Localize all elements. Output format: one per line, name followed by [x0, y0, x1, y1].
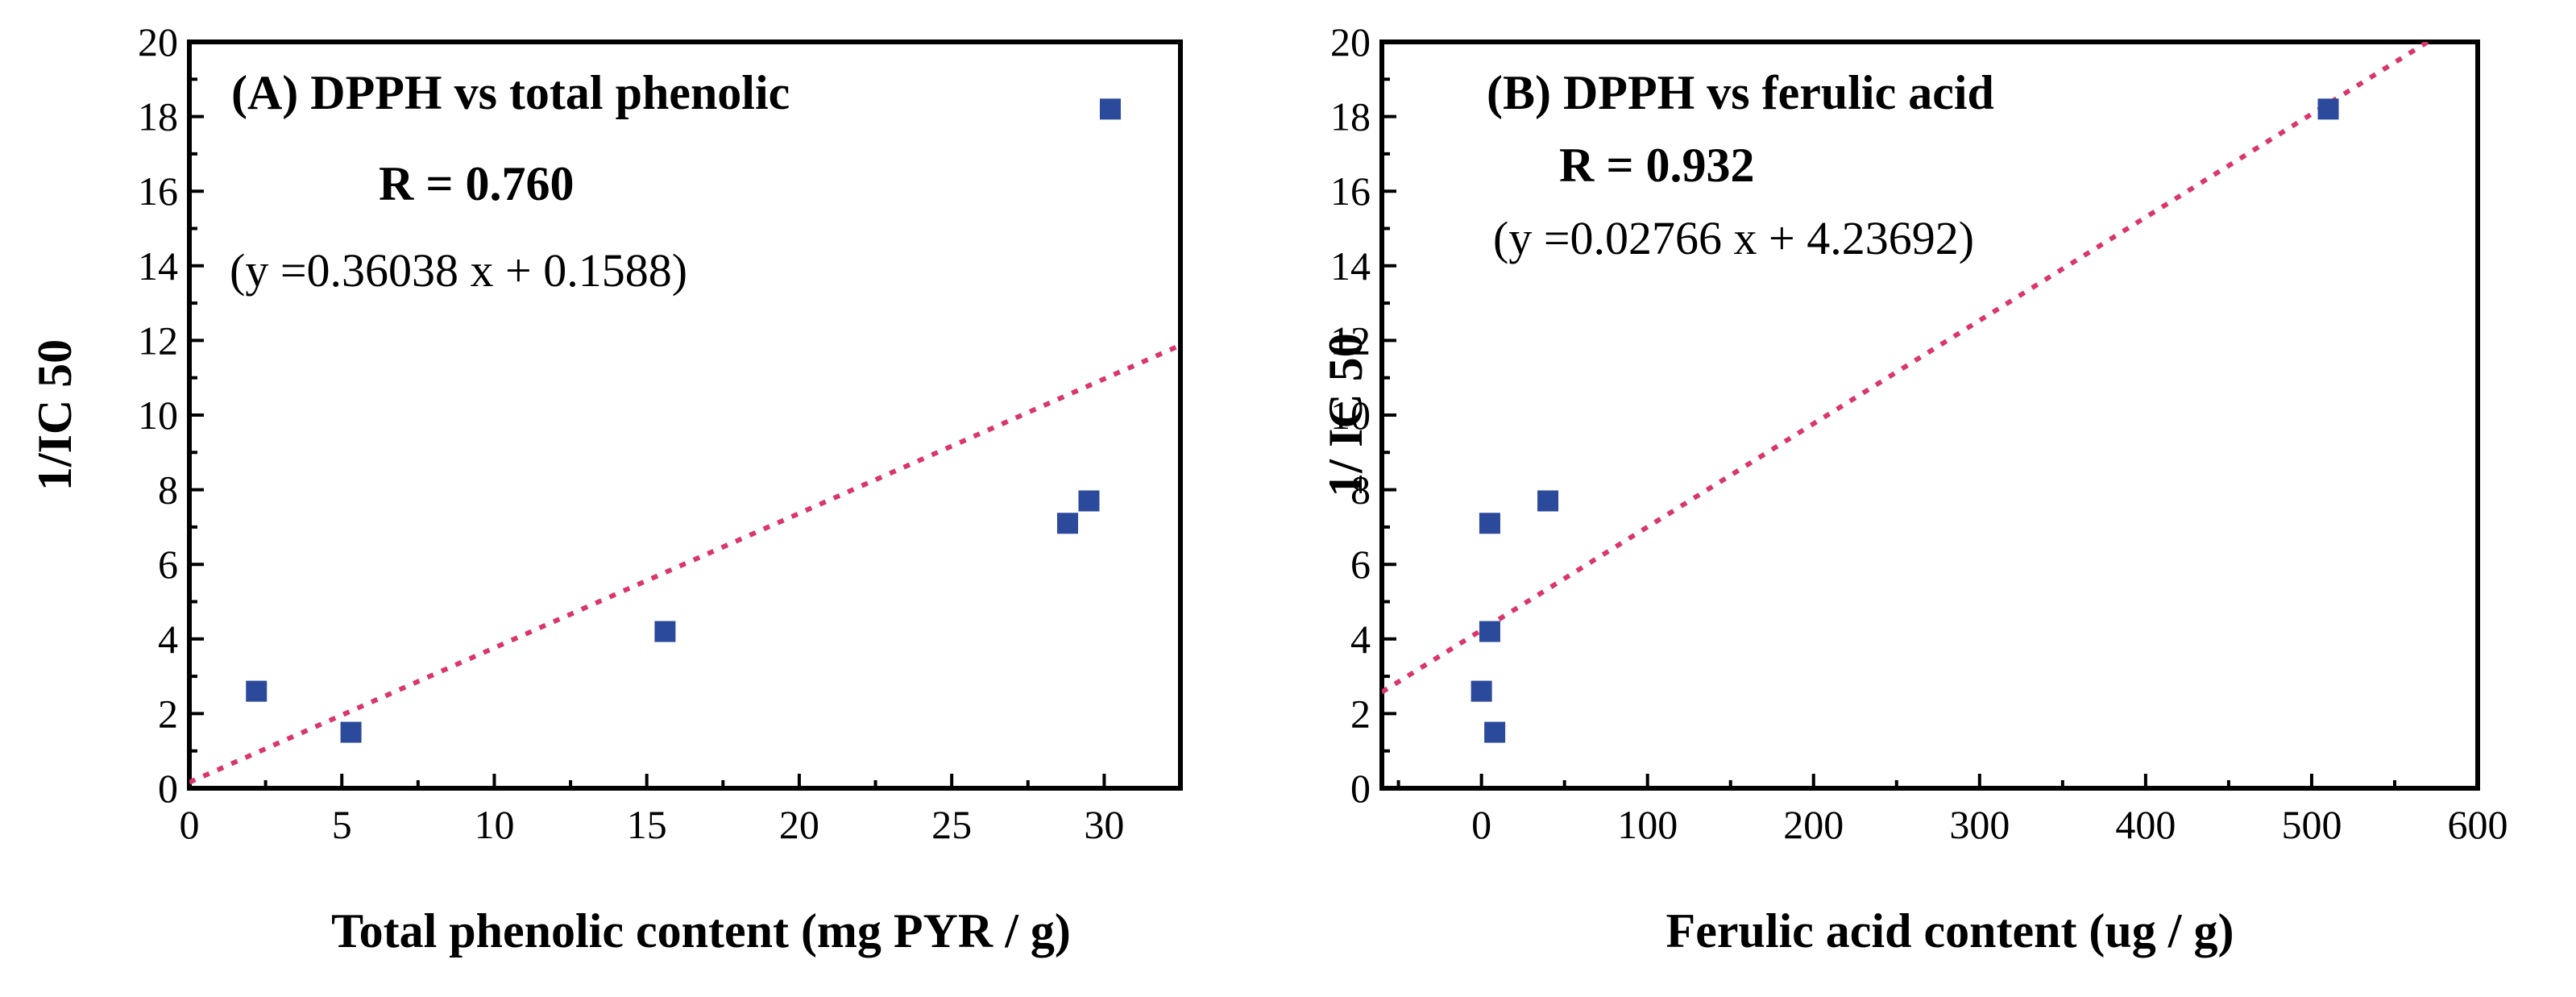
y-tick-label: 0 — [1350, 766, 1371, 811]
x-tick-label: 600 — [2448, 802, 2508, 847]
data-point — [1537, 490, 1559, 512]
data-point — [1078, 490, 1100, 512]
y-tick-label: 16 — [1330, 168, 1371, 214]
x-tick-label: 400 — [2115, 802, 2176, 847]
y-tick-label: 18 — [138, 94, 178, 139]
x-tick-label: 10 — [474, 802, 514, 847]
chart-panel-a: 0 2 4 6 8 10 12 14 16 18 20 0 5 10 15 20 25 30 (A) DPPH vs… — [28, 19, 1183, 958]
y-tick-label: 16 — [138, 168, 178, 214]
y-axis-label: 1/IC 50 — [28, 339, 81, 491]
y-tick-label: 12 — [1330, 318, 1371, 363]
y-tick-label: 20 — [138, 19, 178, 64]
x-tick-label: 200 — [1783, 802, 1844, 847]
x-tick-label: 25 — [931, 802, 972, 847]
data-point — [340, 721, 362, 743]
y-tick-label: 12 — [138, 318, 178, 363]
y-tick-label: 0 — [158, 766, 178, 811]
y-tick-label: 10 — [1330, 393, 1371, 438]
x-tick-label: 15 — [627, 802, 667, 847]
x-tick-label: 20 — [779, 802, 819, 847]
x-tick-label: 5 — [332, 802, 352, 847]
plot-frame — [1379, 39, 2480, 791]
x-tick-label: 100 — [1617, 802, 1678, 847]
data-point — [1479, 621, 1500, 642]
y-tick-label: 2 — [158, 691, 178, 736]
chart-title: (B) DPPH vs ferulic acid — [1487, 66, 1994, 119]
y-tick-label: 8 — [158, 467, 178, 513]
y-tick-label: 4 — [1350, 617, 1371, 662]
data-point — [1471, 680, 1492, 702]
y-tick-label: 4 — [158, 617, 178, 662]
data-point — [654, 621, 676, 642]
correlation-r-label: R = 0.760 — [379, 157, 575, 210]
y-tick-label: 6 — [1350, 542, 1371, 587]
fit-line — [189, 343, 1180, 785]
fit-line — [1382, 42, 2433, 695]
regression-equation: (y =0.02766 x + 4.23692) — [1493, 212, 1974, 264]
x-tick-label: 300 — [1949, 802, 2010, 847]
x-tick-label: 500 — [2281, 802, 2342, 847]
x-axis-label: Total phenolic content (mg PYR / g) — [331, 904, 1071, 958]
correlation-r-label: R = 0.932 — [1559, 139, 1755, 192]
y-tick-label: 18 — [1330, 94, 1371, 139]
regression-equation: (y =0.36038 x + 0.1588) — [230, 244, 687, 297]
y-tick-label: 20 — [1330, 19, 1371, 64]
data-point — [246, 680, 268, 702]
data-point — [1056, 513, 1078, 534]
plot-frame — [187, 39, 1183, 791]
data-point — [2317, 98, 2339, 120]
y-tick-label: 14 — [138, 243, 178, 289]
x-tick-label: 0 — [180, 802, 200, 847]
x-tick-label: 30 — [1084, 802, 1124, 847]
data-point — [1099, 98, 1121, 120]
y-tick-label: 10 — [138, 393, 178, 438]
x-axis-label: Ferulic acid content (ug / g) — [1666, 904, 2234, 958]
chart-title: (A) DPPH vs total phenolic — [231, 66, 790, 119]
data-point — [1484, 721, 1506, 743]
y-tick-label: 8 — [1350, 467, 1371, 513]
y-axis-label: 1/ IC 50 — [1319, 333, 1372, 496]
data-point — [1479, 513, 1500, 534]
x-tick-label: 0 — [1471, 802, 1491, 847]
y-tick-label: 2 — [1350, 691, 1371, 736]
y-tick-label: 14 — [1330, 243, 1371, 289]
y-tick-label: 6 — [158, 542, 178, 587]
